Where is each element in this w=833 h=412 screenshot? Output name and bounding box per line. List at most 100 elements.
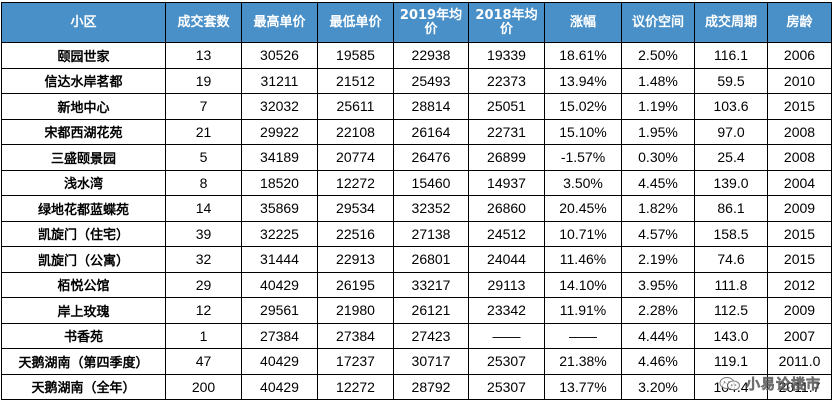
table-cell: 13.77% [544,373,622,400]
column-header: 成交周期 [694,2,768,43]
table-cell: 4.46% [621,348,695,375]
table-cell: 32352 [393,195,469,222]
table-cell: 29534 [317,195,394,222]
table-cell: 200 [165,373,242,400]
table-cell: 23342 [468,297,545,324]
table-cell: 22731 [468,118,545,145]
table-row: 凯旋门（公寓） 32 31444 22913 26801 24044 11.46% 2.19%… [1,246,832,273]
column-header: 涨幅 [544,2,622,43]
table-row: 浅水湾 8 18520 12272 15460 14937 3.50% 4.45% 139.0 2… [1,169,832,196]
table-cell: 47 [165,348,242,375]
table-cell: 2015 [767,93,832,120]
table-cell: 3.20% [621,373,695,400]
community-name-cell: 天鹅湖南（全年） [1,373,166,400]
table-cell: 12272 [317,169,394,196]
table-cell: 30526 [241,42,318,69]
table-cell: 39 [165,220,242,247]
table-cell: 31211 [241,67,318,94]
table-cell: 4.45% [621,169,695,196]
table-cell: 2009 [767,195,832,222]
table-cell: 11.46% [544,246,622,273]
table-cell: 25.4 [694,144,768,171]
table-cell: 116.1 [694,42,768,69]
table-cell: 34189 [241,144,318,171]
table-cell: 14.10% [544,271,622,298]
table-cell: 143.0 [694,322,768,349]
table-row: 栢悦公馆 29 40429 26195 33217 29113 14.10% 3.95% 111… [1,271,832,298]
column-header: 小区 [1,2,166,43]
table-cell: 19585 [317,42,394,69]
table-row: 三盛颐景园 5 34189 20774 26476 26899 -1.57% 0.30% 25.… [1,144,832,171]
table-cell: 19339 [468,42,545,69]
table-cell: 31444 [241,246,318,273]
community-name-cell: 岸上玫瑰 [1,297,166,324]
table-cell: 22516 [317,220,394,247]
table-cell: 15.02% [544,93,622,120]
table-row: 信达水岸茗都 19 31211 21512 25493 22373 13.94% 1.48% 5… [1,67,832,94]
community-name-cell: 凯旋门（住宅） [1,220,166,247]
table-cell: 35869 [241,195,318,222]
table-cell: 29 [165,271,242,298]
table-cell: 0.30% [621,144,695,171]
community-name-cell: 天鹅湖南（第四季度） [1,348,166,375]
table-row: 绿地花都蓝蝶苑 14 35869 29534 32352 26860 20.45% 1.82%… [1,195,832,222]
community-name-cell: 栢悦公馆 [1,271,166,298]
table-cell: 22913 [317,246,394,273]
table-cell: 158.5 [694,220,768,247]
table-cell: 27138 [393,220,469,247]
table-cell: 29113 [468,271,545,298]
table-cell: 3.95% [621,271,695,298]
table-cell: 2.28% [621,297,695,324]
table-cell: 20774 [317,144,394,171]
table-row: 颐园世家 13 30526 19585 22938 19339 18.61% 2.50% 116… [1,42,832,69]
table-cell: 139.0 [694,169,768,196]
table-cell: 111.8 [694,271,768,298]
table-cell: 2007 [767,322,832,349]
table-cell: 29561 [241,297,318,324]
table-cell: 97.0 [694,118,768,145]
table-cell: 25307 [468,373,545,400]
table-cell: 103.6 [694,93,768,120]
table-cell: 1 [165,322,242,349]
table-cell: 15.10% [544,118,622,145]
table-cell: 18.61% [544,42,622,69]
housing-data-table: 小区 成交套数 最高单价 最低单价 2019年均价 2018年均价 涨幅 议价空间 成交周期 房龄… [1,2,832,400]
table-cell: 112.5 [694,297,768,324]
table-cell: 22938 [393,42,469,69]
table-cell: 33217 [393,271,469,298]
table-cell: 1.48% [621,67,695,94]
table-cell: 59.5 [694,67,768,94]
table-cell: 25611 [317,93,394,120]
table-cell: 26164 [393,118,469,145]
table-cell: 28814 [393,93,469,120]
header-row: 小区 成交套数 最高单价 最低单价 2019年均价 2018年均价 涨幅 议价空间 成交周期 房龄 [1,2,832,43]
table-cell: —— [468,322,545,349]
community-name-cell: 浅水湾 [1,169,166,196]
table-cell: 40429 [241,348,318,375]
table-cell: 2009 [767,297,832,324]
table-row: 新地中心 7 32032 25611 28814 25051 15.02% 1.19% 103.… [1,93,832,120]
table-cell: 30717 [393,348,469,375]
community-name-cell: 三盛颐景园 [1,144,166,171]
column-header: 最低单价 [317,2,394,43]
table-cell: 1.19% [621,93,695,120]
table-cell: 20.45% [544,195,622,222]
table-row: 天鹅湖南（第四季度） 47 40429 17237 30717 25307 21.38% 4.… [1,348,832,375]
table-cell: 4.44% [621,322,695,349]
table-cell: 2015 [767,246,832,273]
table-cell: 25493 [393,67,469,94]
community-name-cell: 书香苑 [1,322,166,349]
table-cell: 32225 [241,220,318,247]
table-cell: 14937 [468,169,545,196]
table-cell: 11.91% [544,297,622,324]
table-cell: 29922 [241,118,318,145]
table-cell: 2.19% [621,246,695,273]
table-cell: 2012 [767,271,832,298]
table-cell: 2008 [767,144,832,171]
table-row: 凯旋门（住宅） 39 32225 22516 27138 24512 10.71% 4.57%… [1,220,832,247]
table-cell: 24512 [468,220,545,247]
table-cell: 26476 [393,144,469,171]
table-cell: —— [544,322,622,349]
table-cell: 26801 [393,246,469,273]
table-cell: 1.82% [621,195,695,222]
